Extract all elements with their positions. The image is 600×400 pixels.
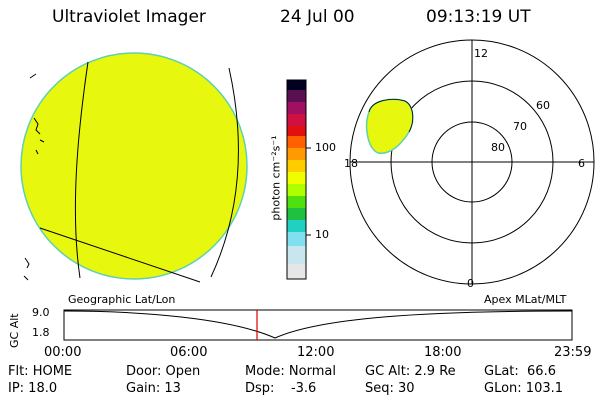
geographic-image (20, 52, 248, 283)
timeline-ytick-top: 9.0 (32, 306, 50, 319)
status-gcalt: GC Alt: 2.9 Re (365, 364, 456, 379)
status-dsp: Dsp: -3.6 (245, 381, 317, 396)
colorbar-tick-10: 10 (315, 228, 329, 241)
altitude-timeline (63, 309, 573, 341)
mlt-label-0: 0 (467, 277, 474, 290)
lat-label-80: 80 (491, 141, 505, 154)
image-disk (20, 52, 248, 280)
status-glat: GLat: 66.6 (484, 364, 556, 379)
lat-label-60: 60 (536, 99, 550, 112)
time-label: 09:13:19 UT (426, 7, 531, 27)
meridian-line (210, 67, 240, 278)
coastline (23, 73, 45, 281)
status-glon: GLon: 103.1 (484, 381, 564, 396)
timeline-xtick: 06:00 (170, 345, 208, 360)
colorbar-unit-label: photon cm⁻²s⁻¹ (269, 135, 283, 221)
timeline-xtick: 18:00 (424, 345, 462, 360)
colorbar-tick-100: 100 (315, 141, 336, 154)
status-ip: IP: 18.0 (8, 381, 58, 396)
timeline-xtick: 12:00 (297, 345, 335, 360)
timeline-ytick-bottom: 1.8 (32, 326, 50, 339)
lat-label-70: 70 (513, 120, 527, 133)
meridian-line (74, 61, 89, 279)
mlt-label-12: 12 (474, 47, 488, 60)
instrument-title: Ultraviolet Imager (52, 7, 206, 27)
status-seq: Seq: 30 (365, 381, 415, 396)
status-mode: Mode: Normal (245, 364, 336, 379)
status-flt: Flt: HOME (8, 364, 73, 379)
colorbar (286, 79, 311, 280)
date-label: 24 Jul 00 (280, 7, 355, 27)
status-gain: Gain: 13 (126, 381, 181, 396)
apex-coord-label: Apex MLat/MLT (484, 293, 567, 306)
polar-image-region (366, 98, 414, 154)
altitude-curve (63, 310, 573, 339)
timeline-xtick: 23:59 (554, 345, 592, 360)
latitude-line (39, 227, 201, 283)
polar-plot (349, 39, 595, 285)
mlt-label-18: 18 (344, 157, 358, 170)
timeline-xtick: 00:00 (44, 345, 82, 360)
geo-coord-label: Geographic Lat/Lon (68, 293, 176, 306)
status-door: Door: Open (126, 364, 201, 379)
mlt-label-6: 6 (578, 157, 585, 170)
timeline-ylabel: GC Alt (8, 313, 21, 348)
